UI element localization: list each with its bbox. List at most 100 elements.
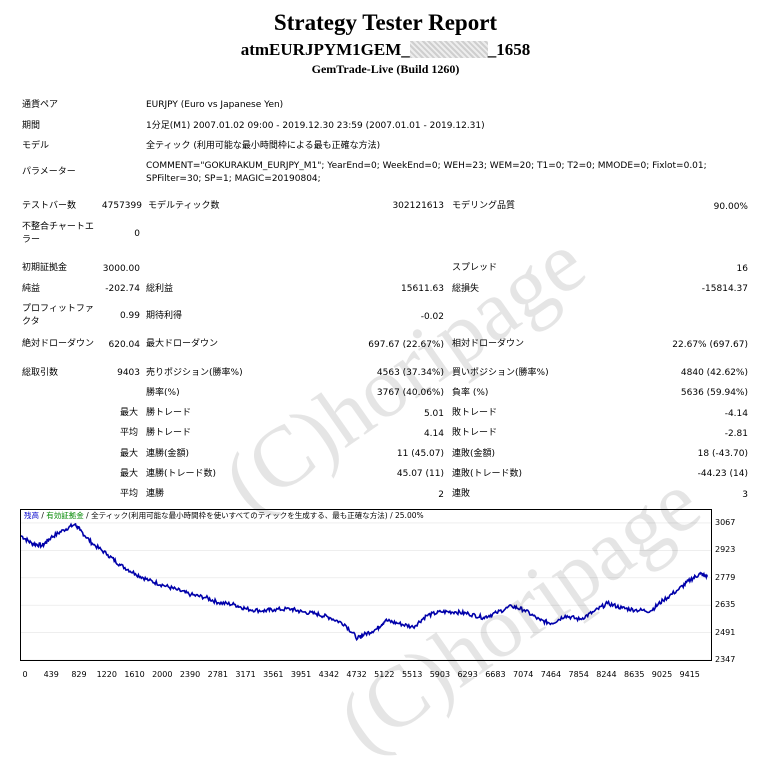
cons-loss-trades-label: 連敗(トレード数): [452, 469, 523, 479]
ea-name-suffix: _1658: [487, 40, 531, 59]
rel-dd-value: 22.67% (697.67): [672, 340, 748, 350]
balance-series-line: [21, 522, 709, 642]
x-tick-label: 2781: [207, 670, 228, 679]
max-label-2: 最大: [120, 449, 139, 459]
ticks-value: 302121613: [392, 201, 444, 211]
max-dd-value: 697.67 (22.67%): [368, 340, 444, 350]
quality-value: 90.00%: [713, 202, 748, 212]
legend-balance: 残高: [24, 511, 39, 520]
mismatch-value: 0: [134, 229, 140, 239]
avg-label-2: 平均: [120, 489, 139, 499]
short-value: 4563 (37.34%): [376, 368, 444, 378]
legend-separator-3: /: [387, 511, 396, 520]
avg-win-label: 勝トレード: [146, 428, 192, 438]
bars-value: 4757399: [101, 201, 142, 211]
x-tick-label: 2000: [152, 670, 173, 679]
pair-value: EURJPY (Euro vs Japanese Yen): [146, 100, 284, 110]
x-tick-label: 829: [71, 670, 87, 679]
x-tick-label: 5122: [374, 670, 395, 679]
cons-win-amount-label: 連勝(金額): [146, 449, 190, 459]
avg-cons-win-value: 2: [438, 490, 444, 500]
params-line-1: COMMENT="GOKURAKUM_EURJPY_M1"; YearEnd=0…: [146, 161, 707, 171]
win-rate-label: 勝率(%): [146, 388, 180, 398]
legend-separator-1: /: [39, 511, 47, 520]
model-label: モデル: [22, 141, 50, 151]
x-tick-label: 8244: [596, 670, 617, 679]
expected-label: 期待利得: [146, 311, 183, 321]
period-label: 期間: [22, 121, 41, 131]
x-tick-label: 8635: [624, 670, 645, 679]
max-dd-label: 最大ドローダウン: [146, 339, 219, 349]
params-label: パラメーター: [22, 167, 76, 177]
ea-name: atmEURJPYM1GEM_ _1658: [0, 40, 771, 60]
rel-dd-label: 相対ドローダウン: [452, 339, 525, 349]
x-tick-label: 3171: [235, 670, 256, 679]
x-tick-label: 4732: [346, 670, 367, 679]
win-rate-value: 3767 (40.06%): [376, 388, 444, 398]
long-label: 買いポジション(勝率%): [452, 368, 549, 378]
x-tick-label: 0: [22, 670, 28, 679]
y-tick-label: 2923: [715, 545, 736, 555]
params-line-2: SPFilter=30; SP=1; MAGIC=20190804;: [146, 174, 321, 184]
pair-label: 通貨ペア: [22, 100, 59, 110]
legend-margin: 有効証拠金: [46, 511, 84, 520]
quality-label: モデリング品質: [452, 201, 516, 211]
x-tick-label: 9025: [651, 670, 673, 679]
ea-name-prefix: atmEURJPYM1GEM_: [240, 40, 410, 59]
y-tick-label: 2779: [715, 572, 736, 582]
max-win-value: 5.01: [423, 409, 444, 419]
x-tick-label: 439: [43, 670, 59, 679]
long-value: 4840 (42.62%): [680, 368, 748, 378]
ticks-label: モデルティック数: [148, 201, 220, 211]
spread-label: スプレッド: [452, 263, 498, 273]
deposit-label: 初期証拠金: [22, 263, 68, 273]
x-tick-label: 6683: [485, 670, 506, 679]
abs-dd-label: 絶対ドローダウン: [22, 339, 95, 349]
gross-profit-label: 総利益: [146, 284, 174, 294]
gross-loss-value: -15814.37: [701, 284, 748, 294]
loss-rate-value: 5636 (59.94%): [680, 388, 748, 398]
balance-chart-svg: [21, 522, 711, 660]
redacted-block: [409, 41, 488, 58]
mismatch-label-1: 不整合チャートエ: [22, 222, 94, 232]
x-tick-label: 6293: [457, 670, 478, 679]
pf-label-1: プロフィットファ: [22, 304, 94, 314]
build-info: GemTrade-Live (Build 1260): [311, 62, 460, 76]
cons-loss-amount-label: 連敗(金額): [452, 449, 496, 459]
gross-loss-label: 総損失: [452, 284, 480, 294]
deposit-value: 3000.00: [102, 264, 140, 274]
x-tick-label: 4342: [318, 670, 340, 679]
legend-model: 全ティック(利用可能な最小時間枠を使いすべてのティックを生成する、最も正確な方法…: [91, 511, 388, 520]
avg-cons-loss-value: 3: [742, 490, 748, 500]
bars-label: テストバー数: [22, 201, 77, 211]
cons-loss-trades-value: -44.23 (14): [697, 469, 748, 479]
cons-loss-amount-value: 18 (-43.70): [697, 449, 748, 459]
avg-loss-value: -2.81: [724, 429, 748, 439]
abs-dd-value: 620.04: [108, 340, 141, 350]
pf-value: 0.99: [119, 311, 140, 321]
chart-legend: 残高 / 有効証拠金 / 全ティック(利用可能な最小時間枠を使いすべてのティック…: [24, 511, 424, 520]
max-label-1: 最大: [120, 408, 139, 418]
max-win-label: 勝トレード: [146, 408, 192, 418]
max-label-3: 最大: [120, 469, 139, 479]
avg-cons-loss-label: 連敗: [452, 489, 471, 499]
x-tick-label: 1220: [96, 670, 117, 679]
legend-separator-2: /: [83, 511, 92, 520]
x-tick-label: 5513: [401, 670, 423, 679]
avg-loss-label: 敗トレード: [452, 428, 498, 438]
avg-label-1: 平均: [120, 428, 139, 438]
gross-profit-value: 15611.63: [401, 284, 444, 294]
cons-win-trades-value: 45.07 (11): [396, 469, 444, 479]
total-trades-value: 9403: [117, 368, 140, 378]
x-tick-label: 9415: [679, 670, 700, 679]
x-tick-label: 3951: [290, 670, 312, 679]
period-value: 1分足(M1) 2007.01.02 09:00 - 2019.12.30 23…: [146, 121, 485, 131]
max-loss-value: -4.14: [724, 409, 748, 419]
max-loss-label: 敗トレード: [452, 408, 498, 418]
short-label: 売りポジション(勝率%): [146, 368, 243, 378]
y-tick-label: 2491: [715, 627, 736, 637]
x-tick-label: 7854: [568, 670, 589, 679]
cons-win-trades-label: 連勝(トレード数): [146, 469, 217, 479]
legend-quality: 25.00%: [395, 511, 424, 520]
y-tick-label: 3067: [715, 517, 736, 527]
